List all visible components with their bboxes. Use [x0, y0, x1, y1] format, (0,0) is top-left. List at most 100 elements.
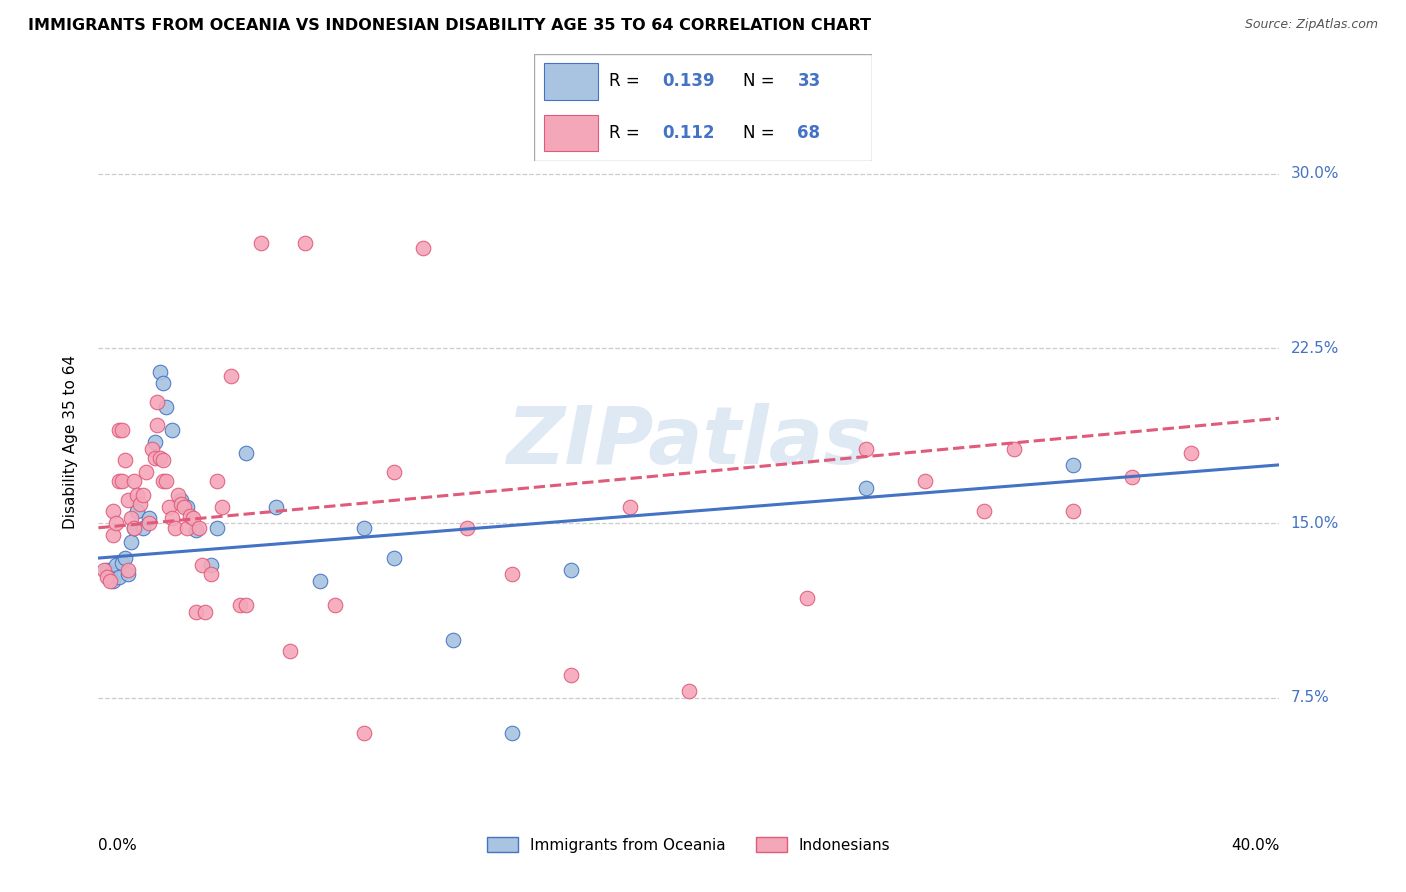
Point — [170, 498, 193, 512]
Point — [120, 534, 142, 549]
Point — [117, 563, 139, 577]
Point — [162, 423, 183, 437]
Point — [501, 567, 523, 582]
Point — [264, 500, 287, 514]
Point — [122, 521, 145, 535]
Point — [165, 521, 187, 535]
Point — [155, 400, 177, 414]
Point — [122, 521, 145, 535]
Point — [138, 516, 160, 530]
Text: 22.5%: 22.5% — [1291, 341, 1339, 356]
Point — [125, 488, 148, 502]
Point — [560, 563, 582, 577]
Point — [353, 521, 375, 535]
Point — [1180, 446, 1202, 460]
Point — [914, 474, 936, 488]
Point — [138, 511, 160, 525]
Point — [229, 598, 252, 612]
Text: ZIPatlas: ZIPatlas — [506, 402, 872, 481]
Point — [191, 558, 214, 572]
Point — [167, 488, 190, 502]
Point — [105, 516, 128, 530]
Point — [1062, 458, 1084, 472]
Point — [200, 567, 222, 582]
Point — [149, 365, 172, 379]
Point — [187, 521, 209, 535]
Point — [152, 376, 174, 391]
Point — [103, 528, 125, 542]
FancyBboxPatch shape — [544, 63, 599, 100]
Point — [382, 465, 405, 479]
Point — [560, 667, 582, 681]
Point — [323, 598, 346, 612]
Point — [98, 574, 121, 589]
Point — [132, 488, 155, 502]
Point — [108, 423, 131, 437]
Point — [181, 511, 204, 525]
Point — [155, 474, 177, 488]
Point — [98, 567, 121, 582]
Point — [179, 509, 201, 524]
Point — [205, 521, 228, 535]
Point — [143, 434, 166, 449]
Point — [176, 521, 198, 535]
Text: IMMIGRANTS FROM OCEANIA VS INDONESIAN DISABILITY AGE 35 TO 64 CORRELATION CHART: IMMIGRANTS FROM OCEANIA VS INDONESIAN DI… — [28, 18, 872, 33]
Point — [457, 521, 479, 535]
Point — [132, 521, 155, 535]
Point — [973, 504, 995, 518]
Point — [128, 498, 150, 512]
Point — [152, 453, 174, 467]
Point — [184, 523, 207, 537]
Point — [200, 558, 222, 572]
Point — [111, 474, 134, 488]
Point — [157, 500, 180, 514]
Point — [1121, 469, 1143, 483]
Y-axis label: Disability Age 35 to 64: Disability Age 35 to 64 — [63, 354, 77, 529]
Point — [294, 236, 316, 251]
Point — [855, 442, 877, 456]
Point — [93, 563, 115, 577]
Text: 0.0%: 0.0% — [98, 838, 138, 853]
Point — [211, 500, 233, 514]
Point — [1062, 504, 1084, 518]
Point — [235, 446, 257, 460]
Point — [143, 450, 166, 465]
Point — [194, 605, 217, 619]
Point — [135, 465, 157, 479]
Text: R =: R = — [609, 72, 644, 90]
Point — [111, 556, 134, 570]
Point — [501, 726, 523, 740]
Point — [117, 567, 139, 582]
Point — [309, 574, 332, 589]
Point — [117, 492, 139, 507]
Point — [221, 369, 243, 384]
Point — [141, 442, 163, 456]
Point — [176, 500, 198, 514]
Point — [152, 474, 174, 488]
Point — [111, 423, 134, 437]
Point — [382, 551, 405, 566]
Point — [205, 474, 228, 488]
Point — [120, 511, 142, 525]
Point — [96, 570, 118, 584]
Point — [170, 492, 193, 507]
Point — [796, 591, 818, 605]
Point — [146, 418, 169, 433]
Point — [125, 504, 148, 518]
Text: 0.139: 0.139 — [662, 72, 716, 90]
Point — [280, 644, 302, 658]
Point — [105, 558, 128, 572]
Point — [122, 474, 145, 488]
Point — [235, 598, 257, 612]
Text: N =: N = — [744, 124, 780, 142]
Point — [108, 570, 131, 584]
Point — [412, 241, 434, 255]
Text: 15.0%: 15.0% — [1291, 516, 1339, 531]
Text: 0.112: 0.112 — [662, 124, 716, 142]
Point — [353, 726, 375, 740]
Text: 30.0%: 30.0% — [1291, 166, 1339, 181]
Point — [678, 684, 700, 698]
Point — [441, 632, 464, 647]
Text: 68: 68 — [797, 124, 821, 142]
Point — [1002, 442, 1025, 456]
